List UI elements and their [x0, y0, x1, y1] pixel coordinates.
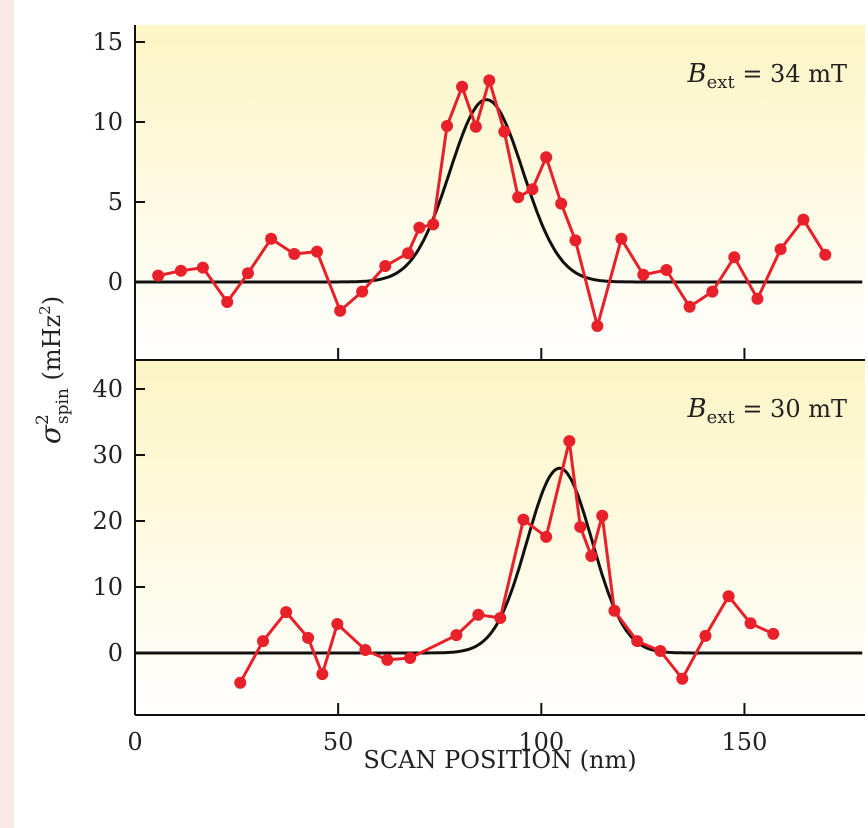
data-point: [356, 285, 369, 298]
data-point: [774, 243, 787, 256]
data-point: [316, 668, 329, 681]
data-point: [591, 320, 604, 332]
data-point: [699, 629, 712, 642]
data-point: [174, 264, 187, 277]
data-point: [585, 549, 598, 562]
y-axis-label: σ2spin (mHz2): [33, 296, 73, 444]
data-point: [280, 606, 293, 619]
data-point: [483, 74, 496, 87]
x-tick-label: 50: [323, 728, 354, 756]
data-point: [472, 608, 485, 621]
data-point: [608, 604, 621, 617]
data-point: [722, 590, 735, 603]
data-point: [241, 267, 254, 280]
x-tick-label: 150: [722, 728, 768, 756]
field-annotation: Bext = 30 mT: [687, 394, 847, 428]
data-point: [631, 635, 644, 648]
data-point: [402, 247, 415, 260]
data-point: [540, 151, 553, 164]
data-point: [456, 80, 469, 93]
data-point: [751, 292, 764, 305]
y-tick-label: 5: [108, 188, 123, 216]
data-point: [728, 251, 741, 264]
x-tick-label: 0: [127, 728, 142, 756]
data-point: [540, 530, 553, 543]
y-tick-label: 0: [108, 639, 123, 667]
y-tick-label: 15: [92, 28, 123, 56]
x-axis-label: SCAN POSITION (nm): [363, 746, 636, 774]
data-point: [517, 513, 530, 526]
data-point: [654, 645, 667, 658]
data-point: [221, 296, 234, 308]
data-point: [676, 672, 689, 685]
data-point: [819, 248, 832, 261]
data-point: [196, 261, 209, 274]
data-point: [381, 653, 394, 666]
data-point: [469, 120, 482, 133]
data-point: [404, 651, 417, 664]
y-tick-label: 20: [92, 507, 123, 535]
data-point: [660, 264, 673, 276]
data-point: [555, 197, 568, 210]
data-point: [441, 120, 454, 132]
data-point: [637, 268, 650, 281]
data-point: [265, 232, 278, 245]
data-point: [797, 213, 810, 226]
data-point: [494, 612, 507, 625]
y-tick-label: 10: [92, 573, 123, 601]
data-point: [569, 234, 582, 247]
data-point: [450, 629, 463, 642]
data-point: [498, 125, 511, 138]
data-point: [256, 635, 269, 648]
data-point: [615, 232, 628, 245]
top-panel-bg: [135, 25, 865, 360]
data-point: [152, 269, 165, 282]
data-point: [234, 676, 247, 689]
data-point: [706, 285, 719, 298]
data-point: [359, 644, 372, 657]
data-point: [288, 248, 301, 260]
data-point: [311, 245, 324, 258]
y-tick-label: 0: [108, 268, 123, 296]
data-point: [379, 260, 392, 272]
data-point: [512, 191, 525, 204]
data-point: [331, 617, 344, 630]
x-tick-label: 100: [518, 728, 564, 756]
data-point: [427, 218, 440, 231]
data-point: [767, 627, 780, 640]
data-point: [302, 631, 315, 644]
data-point: [563, 435, 576, 448]
data-point: [574, 520, 587, 533]
y-tick-label: 30: [92, 441, 123, 469]
data-point: [413, 221, 426, 234]
y-tick-label: 40: [92, 375, 123, 403]
bottom-panel-bg: [135, 360, 865, 715]
data-point: [683, 300, 696, 313]
left-border: [0, 0, 14, 828]
data-point: [334, 304, 347, 317]
field-annotation: Bext = 34 mT: [687, 59, 847, 93]
data-point: [526, 183, 539, 196]
y-tick-label: 10: [92, 108, 123, 136]
data-point: [596, 509, 609, 522]
data-point: [744, 617, 757, 630]
